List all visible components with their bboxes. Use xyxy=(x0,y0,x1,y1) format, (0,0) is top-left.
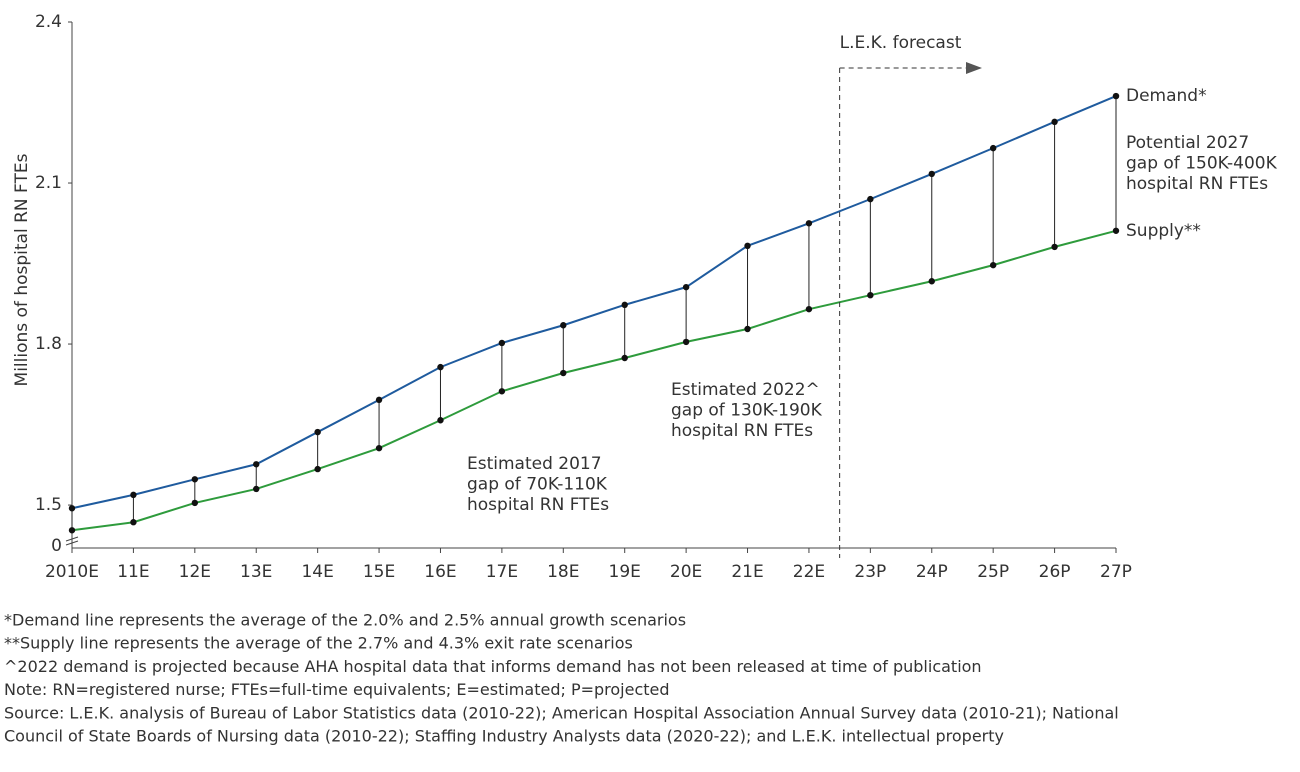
axis-break xyxy=(65,536,79,542)
data-point xyxy=(68,505,76,512)
data-point xyxy=(560,369,567,377)
y-break-label: 0 xyxy=(51,536,62,556)
data-point xyxy=(130,491,137,499)
y-tick-label: 2.1 xyxy=(35,173,62,193)
footnote: ^2022 demand is projected because AHA ho… xyxy=(4,657,982,676)
data-point xyxy=(375,444,383,452)
x-tick-label: 22E xyxy=(793,562,825,582)
data-point xyxy=(68,527,76,534)
data-point xyxy=(314,465,321,473)
data-point xyxy=(989,144,997,152)
data-point xyxy=(744,242,751,250)
y-tick-label: 2.4 xyxy=(35,12,62,32)
footnote: *Demand line represents the average of t… xyxy=(4,611,686,630)
data-point xyxy=(191,499,199,507)
axis-break xyxy=(65,540,79,546)
legend-label: Supply** xyxy=(1126,221,1201,241)
x-tick-label: 16E xyxy=(424,562,456,582)
data-point xyxy=(498,388,506,395)
x-tick-label: 20E xyxy=(670,562,702,582)
data-point xyxy=(253,485,260,493)
data-point xyxy=(375,396,383,404)
data-point xyxy=(1112,92,1120,100)
y-tick-label: 1.5 xyxy=(35,495,62,515)
data-point xyxy=(437,417,444,424)
x-tick-label: 24P xyxy=(916,562,948,582)
x-tick-label: 19E xyxy=(609,562,641,582)
data-point xyxy=(682,338,690,346)
data-point xyxy=(191,476,199,483)
y-axis-label: Millions of hospital RN FTEs xyxy=(12,153,32,386)
data-point xyxy=(989,261,997,269)
series-line xyxy=(71,95,1117,510)
data-point xyxy=(130,519,137,526)
footnote: Source: L.E.K. analysis of Bureau of Lab… xyxy=(4,703,1119,722)
x-tick-label: 21E xyxy=(731,562,763,582)
x-tick-label: 18E xyxy=(547,562,579,582)
annotation: gap of 70K-110K xyxy=(467,475,608,495)
data-point xyxy=(498,339,506,347)
x-tick-label: 23P xyxy=(854,562,886,582)
data-point xyxy=(314,428,321,436)
annotation: gap of 130K-190K xyxy=(671,401,823,421)
annotation: Estimated 2022^ xyxy=(671,380,820,400)
data-point xyxy=(867,291,874,299)
data-point xyxy=(805,220,813,227)
annotation: Estimated 2017 xyxy=(467,454,602,474)
data-point xyxy=(560,322,567,329)
data-point xyxy=(621,354,628,362)
x-tick-label: 17E xyxy=(486,562,518,582)
data-point xyxy=(621,301,628,309)
y-tick-label: 1.8 xyxy=(35,334,62,354)
data-point xyxy=(1051,243,1058,251)
x-tick-label: 14E xyxy=(301,562,333,582)
x-tick-label: 15E xyxy=(363,562,395,582)
data-point xyxy=(928,170,935,178)
data-point xyxy=(867,195,874,203)
annotation: hospital RN FTEs xyxy=(467,495,609,515)
data-point xyxy=(928,278,935,285)
x-tick-label: 11E xyxy=(117,562,149,582)
x-tick-label: 26P xyxy=(1039,562,1071,582)
data-point xyxy=(682,283,690,291)
footnote: Council of State Boards of Nursing data … xyxy=(4,727,1004,746)
forecast-label: L.E.K. forecast xyxy=(840,33,962,53)
arrow-head xyxy=(966,62,982,74)
x-tick-label: 27P xyxy=(1100,562,1132,582)
annotation: Potential 2027 xyxy=(1126,133,1249,153)
data-point xyxy=(1112,227,1120,234)
annotation: gap of 150K-400K xyxy=(1126,154,1278,174)
footnote: **Supply line represents the average of … xyxy=(4,634,633,653)
x-tick-label: 2010E xyxy=(45,562,99,582)
data-point xyxy=(805,305,813,313)
legend-label: Demand* xyxy=(1126,86,1207,106)
data-point xyxy=(253,461,260,468)
x-tick-label: 12E xyxy=(179,562,211,582)
data-point xyxy=(744,325,751,333)
annotation: hospital RN FTEs xyxy=(1126,174,1268,194)
x-tick-label: 25P xyxy=(977,562,1009,582)
data-point xyxy=(1051,118,1058,126)
annotation: hospital RN FTEs xyxy=(671,421,813,441)
x-tick-label: 13E xyxy=(240,562,272,582)
footnote: Note: RN=registered nurse; FTEs=full-tim… xyxy=(4,680,670,699)
series-line xyxy=(71,229,1117,532)
data-point xyxy=(437,363,444,371)
